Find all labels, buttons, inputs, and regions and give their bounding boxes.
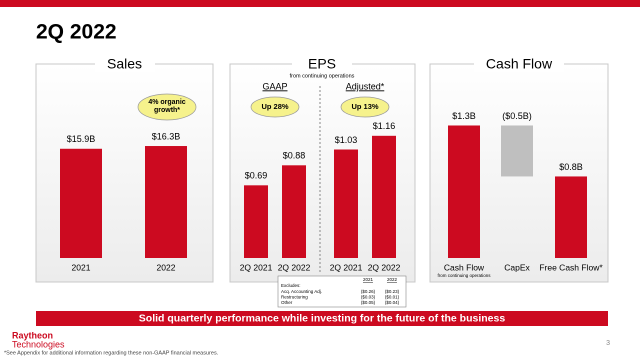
category-label: 2Q 2022 [368, 262, 401, 272]
table-header: 2021 [363, 277, 374, 282]
category-label: 2Q 2022 [278, 262, 311, 272]
logo: Raytheon [12, 330, 53, 340]
group-label: GAAP [262, 81, 287, 91]
top-bar [0, 0, 640, 7]
bar [334, 149, 358, 258]
footnote: *See Appendix for additional information… [4, 350, 219, 356]
group-callout: Up 13% [351, 102, 378, 111]
value-label: $0.88 [283, 151, 306, 161]
category-label: CapEx [504, 262, 530, 272]
table-cell: ($0.23) [385, 289, 400, 294]
table-cell: ($0.04) [385, 300, 400, 305]
slide-title: 2Q 2022 [36, 21, 117, 44]
bar [60, 148, 102, 258]
value-label: ($0.5B) [502, 111, 532, 121]
bar [448, 125, 480, 258]
value-label: $1.3B [452, 111, 476, 121]
banner-bar [36, 311, 608, 326]
bar [282, 165, 306, 258]
bar [372, 135, 396, 258]
bar [244, 185, 268, 258]
banner: Solid quarterly performance while invest… [139, 312, 506, 324]
panel-title: Cash Flow [486, 56, 553, 72]
category-label: 2Q 2021 [330, 262, 363, 272]
table-cell: ($0.26) [361, 289, 376, 294]
category-note: from continuing operations [437, 273, 491, 278]
group-callout: Up 28% [261, 102, 288, 111]
panel-header-bg [474, 56, 564, 72]
category-label: Cash Flow [444, 262, 485, 272]
value-label: $1.16 [373, 121, 396, 131]
table-cell: Restructuring [281, 295, 308, 300]
value-label: $16.3B [152, 131, 181, 141]
exclusions-box [277, 275, 407, 308]
panel-title: Sales [107, 56, 142, 72]
panel-header-bg [95, 56, 155, 72]
value-label: $15.9B [67, 134, 96, 144]
callout: 4% organic growth* [148, 99, 186, 114]
callout-bubble [137, 93, 197, 121]
value-label: $0.8B [559, 162, 583, 172]
panel-header-bg [292, 56, 352, 72]
panel-title: EPS [308, 56, 336, 72]
page-number: 3 [606, 340, 610, 347]
table-cell: ($0.03) [361, 295, 376, 300]
bar [501, 125, 533, 177]
category-label: 2Q 2021 [240, 262, 273, 272]
table-header: 2022 [387, 277, 398, 282]
category-label: Free Cash Flow* [539, 262, 603, 272]
table-heading: Excludes: [281, 283, 301, 288]
category-label: 2022 [157, 262, 176, 272]
category-label: 2021 [72, 262, 91, 272]
table-cell: Acq. Accounting Adj. [281, 289, 322, 294]
callout-bubble [340, 96, 390, 118]
value-label: $0.69 [245, 171, 268, 181]
table-cell: Other [281, 300, 293, 305]
bar [555, 176, 587, 258]
bar [145, 146, 187, 258]
group-label: Adjusted* [346, 81, 385, 91]
table-cell: ($0.05) [361, 300, 376, 305]
panel-subtitle: from continuing operations [290, 73, 355, 79]
value-label: $1.03 [335, 135, 358, 145]
logo: Technologies [12, 339, 65, 349]
callout-bubble [250, 96, 300, 118]
table-cell: ($0.01) [385, 295, 400, 300]
